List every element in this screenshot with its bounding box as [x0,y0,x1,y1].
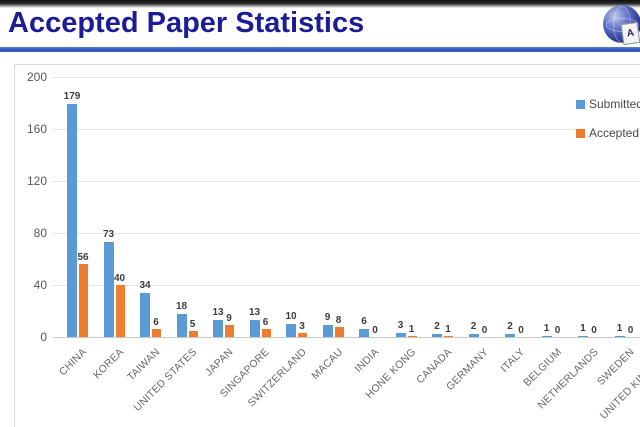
submitted-bar [103,242,114,337]
video-letterbox-strip [0,0,640,8]
accepted-value-label: 0 [554,325,561,336]
accepted-value-label: 6 [153,317,159,329]
gridline [53,129,640,130]
legend-label: Submitted [589,97,640,111]
accepted-value-label: 9 [226,313,232,325]
legend-item-submitted: Submitted [576,96,640,112]
submitted-swatch-icon [576,99,585,109]
x-axis-category-label: CHINA [57,346,90,379]
y-axis-tick-label: 40 [33,278,47,292]
submitted-value-label: 2 [470,321,477,333]
gridline [53,77,640,78]
y-axis-tick-label: 160 [26,122,47,136]
accepted-bar [225,325,234,337]
gridline [53,233,640,234]
submitted-value-label: 73 [102,229,115,241]
x-axis-category-label: INDIA [352,346,382,376]
accepted-bar [115,285,125,337]
accepted-value-label: 56 [77,252,89,264]
gridline [53,285,640,286]
x-axis-category-label: KOREA [90,346,126,382]
x-axis-category-label: MACAU [308,346,345,383]
accepted-bar [152,329,161,337]
submitted-bar [395,333,406,337]
accepted-value-label: 5 [189,318,196,330]
accepted-value-label: 0 [591,325,597,336]
submitted-bar [614,335,625,337]
accepted-bar [79,264,88,337]
accepted-bar [261,329,271,337]
submitted-bar [578,335,588,337]
submitted-bar [322,325,333,337]
chart-panel [14,64,640,427]
y-axis-tick-label: 200 [26,70,47,84]
submitted-bar [359,329,369,337]
submitted-bar [541,335,552,337]
submitted-bar [468,334,479,337]
accepted-value-label: 1 [445,323,451,335]
submitted-value-label: 13 [248,307,261,319]
accepted-value-label: 1 [408,323,415,335]
accepted-value-label: 0 [372,325,378,336]
accepted-bar [298,333,307,337]
submitted-value-label: 13 [212,307,224,319]
submitted-value-label: 1 [616,322,623,334]
gridline [53,181,640,182]
submitted-value-label: 3 [397,320,404,332]
x-axis-category-label: JAPAN [202,346,236,379]
submitted-bar [176,313,187,337]
submitted-value-label: 2 [434,321,440,333]
submitted-value-label: 179 [63,91,81,103]
accepted-value-label: 3 [299,321,305,333]
submitted-bar [140,292,150,337]
submitted-value-label: 2 [507,321,513,333]
x-axis-category-label: TAIWAN [125,346,163,384]
accepted-value-label: 8 [335,314,342,326]
submitted-value-label: 1 [543,322,550,334]
submitted-bar [67,104,77,337]
submitted-value-label: 10 [285,311,297,322]
accepted-value-label: 0 [518,325,524,336]
title-underline [0,47,640,52]
accepted-bar [407,335,417,337]
chart-legend: Submitted Accepted [576,96,640,154]
submitted-bar [505,334,515,337]
y-axis-tick-label: 0 [40,330,47,344]
gridline [53,337,640,338]
submitted-value-label: 1 [580,322,586,334]
conference-logo: A [603,5,640,46]
submitted-value-label: 18 [175,300,188,312]
legend-item-accepted: Accepted [576,125,640,141]
y-axis-tick-label: 80 [33,226,47,240]
accepted-value-label: 0 [627,325,634,336]
accepted-bar [188,330,198,337]
accepted-value-label: 0 [481,325,488,336]
y-axis-tick-label: 120 [26,174,47,188]
accepted-value-label: 6 [262,317,269,329]
legend-label: Accepted [589,126,640,140]
accepted-value-label: 40 [113,273,126,284]
accepted-bar [444,335,453,337]
accepted-bar [334,326,344,337]
accepted-swatch-icon [576,128,585,138]
submitted-bar [432,334,442,337]
submitted-value-label: 6 [361,316,367,328]
submitted-bar [213,320,223,337]
x-axis-category-label: ITALY [498,346,528,375]
page-title: Accepted Paper Statistics [8,7,365,39]
submitted-bar [249,320,260,337]
x-axis-category-label: UNITED STATES [131,346,199,414]
submitted-value-label: 34 [139,279,151,291]
submitted-value-label: 9 [324,312,331,324]
submitted-bar [286,324,296,337]
